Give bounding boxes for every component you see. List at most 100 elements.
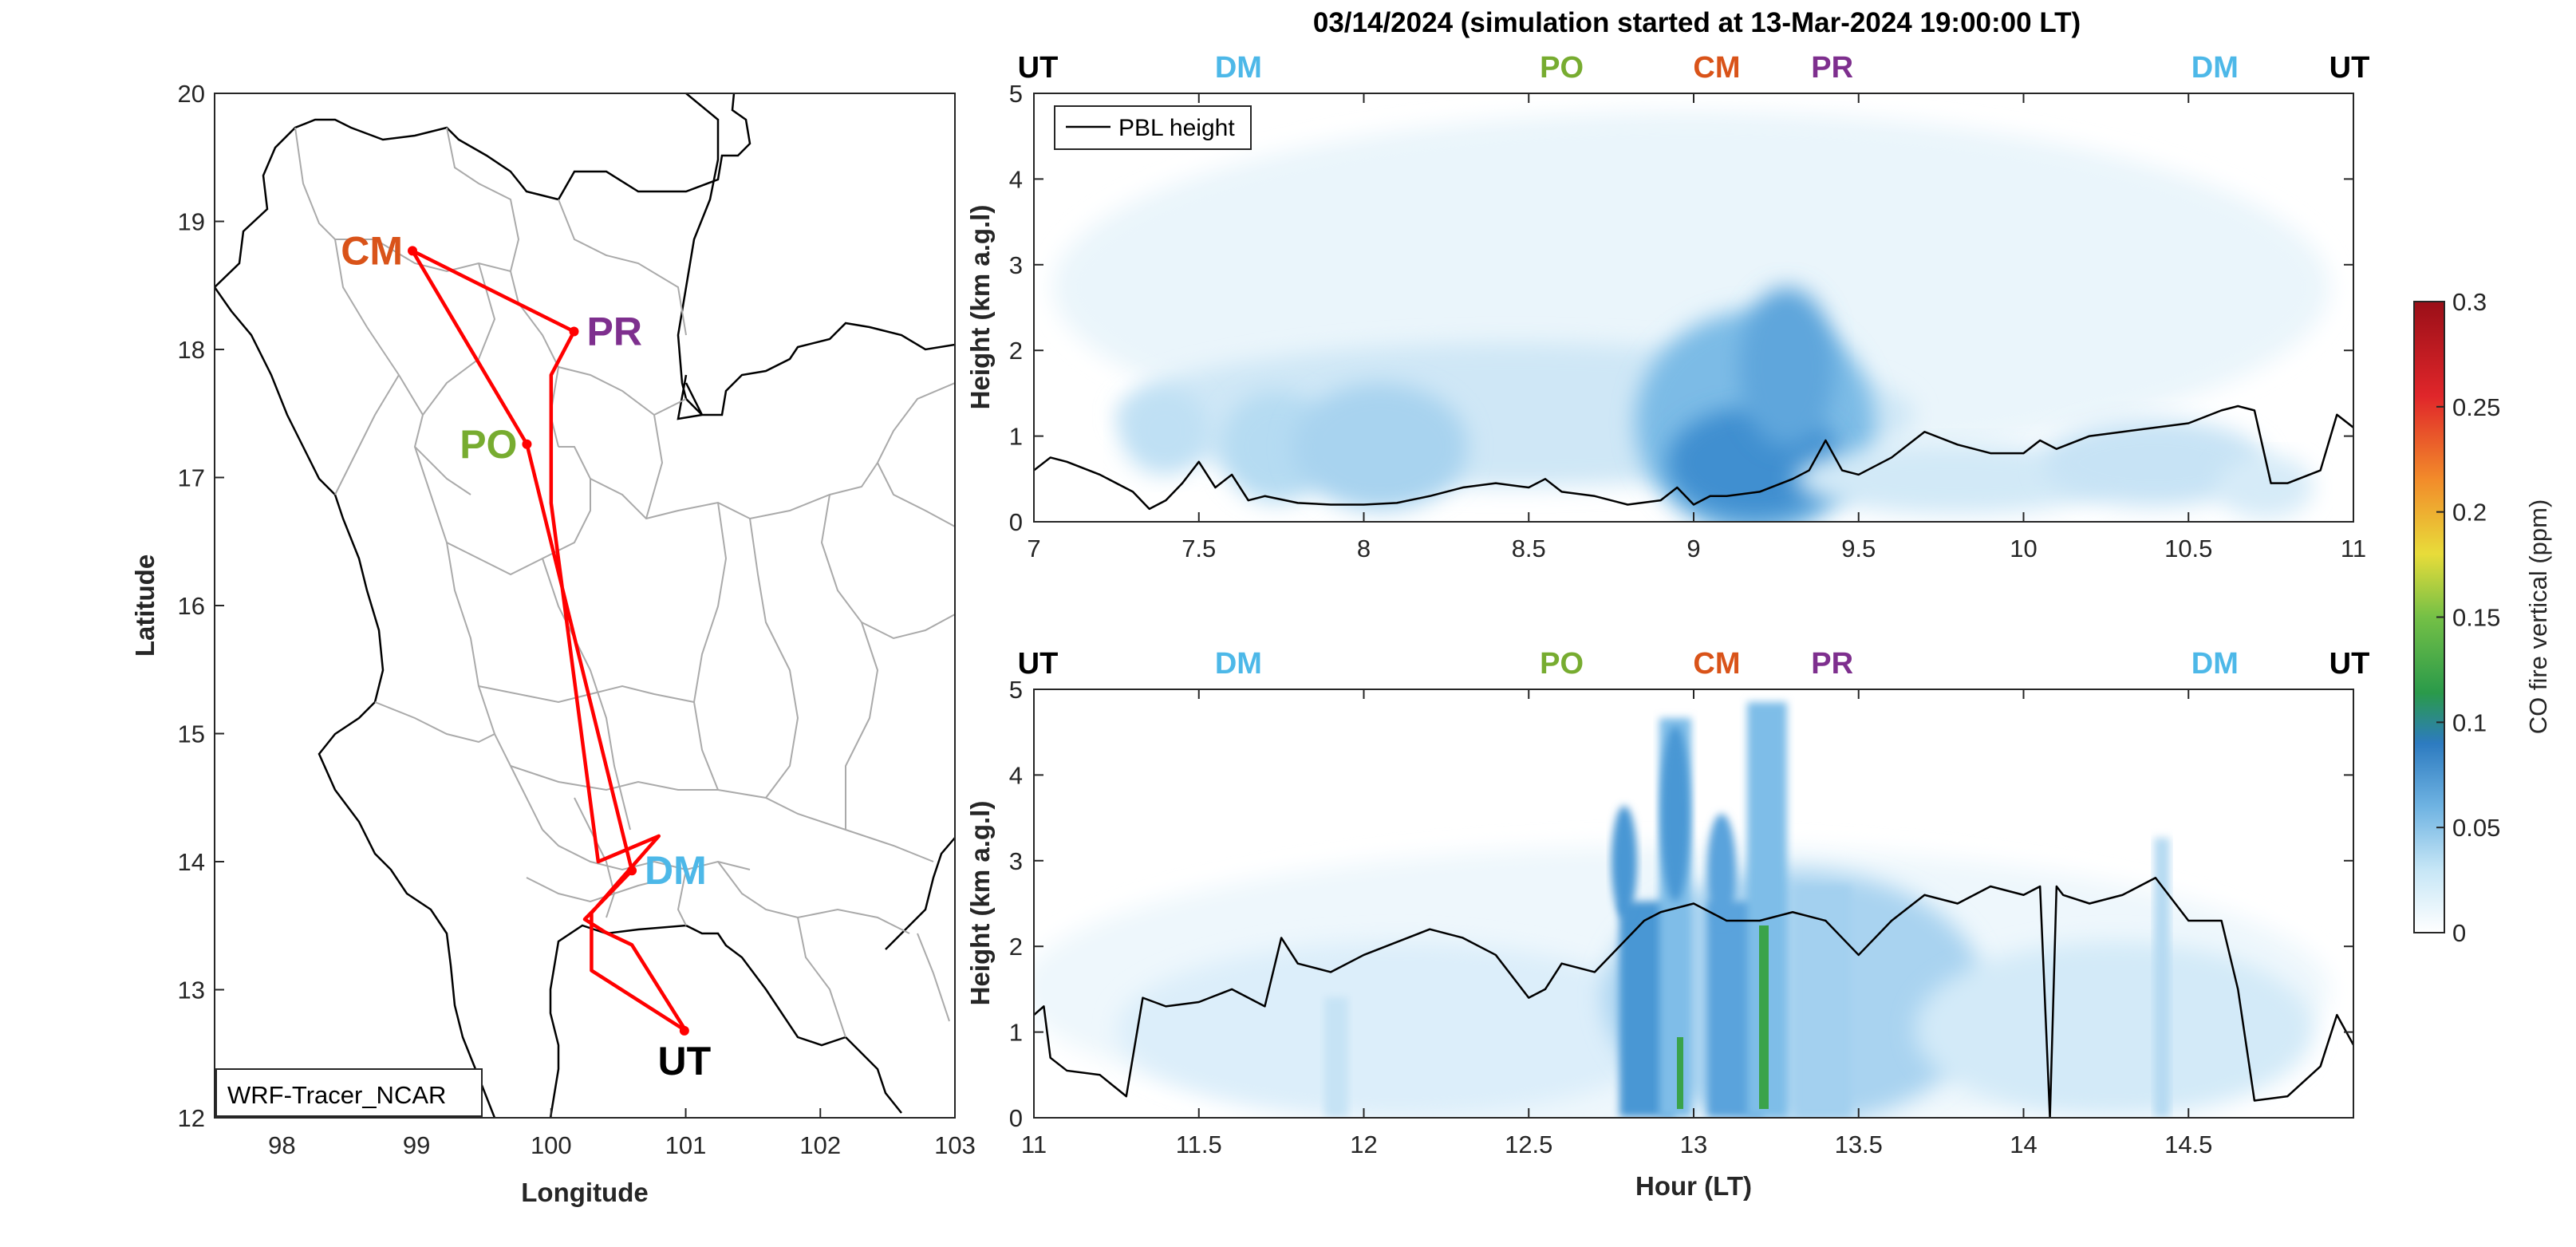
colorbar-tick-label: 0.25 [2452, 393, 2500, 421]
map-x-tick-label: 101 [665, 1131, 707, 1159]
map-y-tick-label: 14 [178, 848, 205, 876]
map-x-tick-label: 102 [799, 1131, 841, 1159]
bottom-y-ticks: 0 1 2 3 4 5 [1009, 676, 2353, 1132]
site-marker-po [522, 439, 532, 449]
site-marker-ut: UT [1018, 51, 1059, 85]
colorbar-tick-label: 0.05 [2452, 814, 2500, 842]
bottom-y-label: Height (km a.g.l) [965, 801, 995, 1006]
x-tick-label: 11 [2341, 535, 2366, 562]
x-tick-label: 8 [1357, 535, 1371, 562]
model-label-box: WRF-Tracer_NCAR [215, 1068, 483, 1117]
colorbar-tick-label: 0 [2452, 919, 2466, 947]
map-panel: CM PR PO DM UT 98 99 100 101 102 103 12 13 14 15 16 17… [130, 80, 976, 1207]
site-marker-cm: CM [1693, 51, 1740, 85]
bottom-heatmap [1034, 702, 2329, 1118]
colorbar: 0.3 0.25 0.2 0.15 0.1 0.05 0 CO fire vertical … [2413, 288, 2552, 947]
site-marker-ut: UT [2329, 647, 2370, 681]
site-label-cm: CM [341, 228, 403, 273]
site-marker-dm: DM [2191, 51, 2239, 85]
site-marker-dm: DM [1215, 51, 1262, 85]
bottom-x-label: Hour (LT) [1635, 1171, 1752, 1201]
y-tick-label: 2 [1009, 933, 1023, 961]
y-tick-label: 2 [1009, 337, 1023, 365]
map-y-tick-label: 19 [178, 208, 205, 236]
figure-title: 03/14/2024 (simulation started at 13-Mar… [1313, 7, 2081, 38]
x-tick-label: 11.5 [1176, 1131, 1222, 1158]
site-marker-pr: PR [1811, 51, 1853, 85]
colorbar-label: CO fire vertical (ppm) [2524, 499, 2552, 735]
y-tick-label: 5 [1009, 676, 1023, 704]
colorbar-ticks: 0.3 0.25 0.2 0.15 0.1 0.05 0 [2436, 288, 2500, 947]
site-label-pr: PR [587, 310, 642, 354]
x-tick-label: 14.5 [2164, 1131, 2212, 1158]
map-y-ticks: 12 13 14 15 16 17 18 19 20 [178, 80, 224, 1132]
map-y-tick-label: 15 [178, 720, 205, 748]
site-marker-pr: PR [1811, 647, 1853, 681]
site-label-dm: DM [645, 848, 707, 893]
top-pbl-line [1034, 404, 2353, 511]
x-tick-label: 12 [1350, 1131, 1377, 1158]
map-y-tick-label: 16 [178, 592, 205, 620]
x-tick-label: 13 [1680, 1131, 1707, 1158]
top-site-markers: UT DM PO CM PR DM UT [1018, 51, 2370, 85]
colorbar-tick-label: 0.15 [2452, 604, 2500, 632]
top-legend: PBL height [1054, 105, 1252, 150]
x-tick-label: 12.5 [1505, 1131, 1552, 1158]
x-tick-label: 13.5 [1835, 1131, 1883, 1158]
map-y-label: Latitude [130, 554, 160, 657]
site-marker-po: PO [1540, 647, 1584, 681]
province-borders [294, 127, 955, 1038]
map-x-tick-label: 100 [531, 1131, 572, 1159]
map-y-tick-label: 17 [178, 464, 205, 492]
map-y-tick-label: 13 [178, 977, 205, 1004]
map-x-tick-label: 99 [403, 1131, 430, 1159]
y-tick-label: 4 [1009, 165, 1023, 193]
bottom-x-ticks: 11 11.5 12 12.5 13 13.5 14 14.5 [1021, 689, 2212, 1158]
site-marker-dm: DM [1215, 647, 1262, 681]
map-x-label: Longitude [521, 1178, 648, 1207]
site-marker-cm [408, 246, 418, 256]
site-marker-ut: UT [1018, 647, 1059, 681]
site-marker-cm: CM [1693, 647, 1740, 681]
site-marker-ut: UT [2329, 51, 2370, 85]
y-tick-label: 0 [1009, 1104, 1023, 1132]
map-x-ticks: 98 99 100 101 102 103 [268, 1108, 976, 1159]
x-tick-label: 7 [1027, 535, 1040, 562]
x-tick-label: 14 [2010, 1131, 2037, 1158]
site-marker-ut [679, 1025, 689, 1036]
top-y-ticks: 0 1 2 3 4 5 [1009, 80, 2353, 536]
top-y-label: Height (km a.g.l) [965, 205, 995, 410]
top-x-ticks: 7 7.5 8 8.5 9 9.5 10 10.5 11 [1027, 93, 2366, 562]
y-tick-label: 1 [1009, 423, 1023, 451]
y-tick-label: 0 [1009, 508, 1023, 536]
y-tick-label: 4 [1009, 761, 1023, 789]
map-y-tick-label: 18 [178, 336, 205, 364]
colorbar-tick-label: 0.2 [2452, 499, 2487, 527]
model-label: WRF-Tracer_NCAR [227, 1081, 446, 1109]
map-x-tick-label: 98 [268, 1131, 295, 1159]
site-marker-dm [627, 866, 637, 876]
colorbar-tick-label: 0.3 [2452, 288, 2487, 316]
map-y-tick-label: 12 [178, 1104, 205, 1132]
legend-pbl-label: PBL height [1118, 115, 1235, 141]
x-tick-label: 9 [1686, 535, 1700, 562]
x-tick-label: 7.5 [1181, 535, 1216, 562]
map-y-tick-label: 20 [178, 80, 205, 108]
top-heatmap [1053, 112, 2329, 522]
colorbar-tick-label: 0.1 [2452, 708, 2487, 736]
site-label-ut: UT [658, 1039, 712, 1083]
y-tick-label: 1 [1009, 1019, 1023, 1047]
top-panel: 7 7.5 8 8.5 9 9.5 10 10.5 11 0 1 2 3 4 5 UT DM PO CM PR DM… [965, 51, 2369, 562]
site-marker-pr [569, 326, 579, 337]
x-tick-label: 8.5 [1512, 535, 1546, 562]
site-marker-dm: DM [2191, 647, 2239, 681]
site-marker-po: PO [1540, 51, 1584, 85]
map-sites: CM PR PO DM UT [341, 228, 711, 1083]
y-tick-label: 5 [1009, 80, 1023, 108]
y-tick-label: 3 [1009, 251, 1023, 279]
site-label-po: PO [460, 422, 517, 467]
x-tick-label: 10 [2010, 535, 2037, 562]
x-tick-label: 10.5 [2164, 535, 2212, 562]
